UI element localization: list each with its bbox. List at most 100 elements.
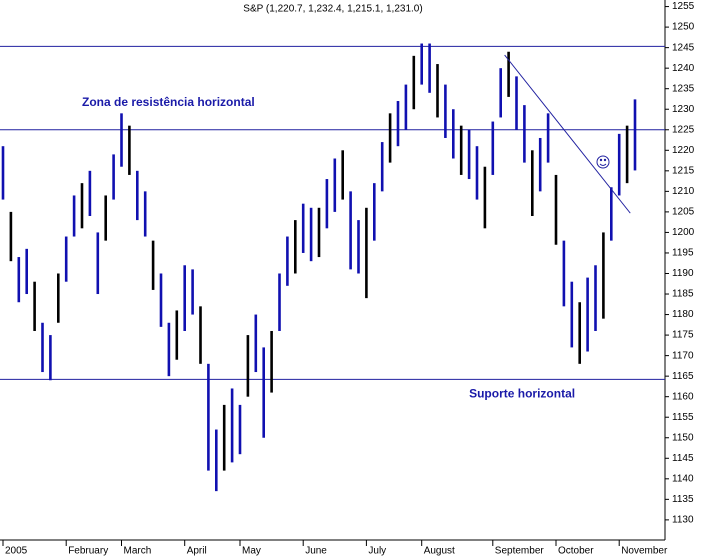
y-tick-label: 1180	[672, 309, 694, 320]
price-bar	[128, 125, 131, 175]
price-bar	[633, 99, 637, 171]
price-bar	[412, 55, 416, 110]
price-bar	[175, 310, 179, 360]
price-bar	[483, 166, 487, 229]
trend-line	[504, 54, 631, 214]
price-bar	[222, 404, 226, 471]
x-tick-label: 2005	[5, 546, 28, 556]
chart-title: S&P (1,220.7, 1,232.4, 1,215.1, 1,231.0)	[243, 4, 422, 15]
y-tick-label: 1235	[672, 83, 695, 94]
price-bar	[49, 335, 52, 381]
price-bar	[578, 302, 581, 364]
price-bar	[143, 191, 147, 237]
price-bar	[491, 121, 495, 175]
price-bar	[586, 277, 589, 352]
annotation: Zona de resistência horizontal	[82, 95, 255, 109]
price-bar	[309, 207, 313, 262]
x-tick-label: June	[305, 546, 327, 556]
y-tick-label: 1185	[672, 289, 694, 300]
price-bar	[301, 203, 305, 253]
price-bar	[159, 273, 163, 327]
price-bar	[286, 236, 289, 286]
price-bar	[349, 191, 352, 270]
y-tick-label: 1165	[672, 371, 694, 382]
price-bar	[88, 170, 92, 216]
x-tick-label: August	[424, 546, 455, 556]
price-bar	[80, 183, 84, 229]
price-bar	[120, 113, 123, 167]
price-bar	[373, 183, 376, 241]
price-bar	[507, 51, 510, 97]
price-bar	[191, 269, 194, 315]
price-bar	[96, 232, 100, 295]
y-tick-label: 1255	[672, 1, 695, 12]
price-bar	[151, 240, 155, 290]
price-bar	[238, 404, 242, 455]
y-tick-label: 1145	[672, 453, 694, 464]
y-tick-label: 1205	[672, 207, 695, 218]
price-bar	[215, 429, 218, 492]
price-bar	[333, 158, 337, 212]
y-tick-label: 1245	[672, 42, 695, 53]
y-tick-label: 1250	[672, 22, 695, 33]
x-tick-label: April	[187, 546, 207, 556]
price-bar	[602, 232, 605, 319]
price-bar	[64, 236, 68, 282]
price-bar	[270, 330, 273, 393]
price-bar	[254, 314, 258, 373]
price-bar	[444, 84, 447, 138]
price-bar	[420, 43, 423, 85]
price-bar	[183, 265, 186, 331]
x-tick-label: September	[495, 546, 545, 556]
price-bar	[325, 179, 329, 229]
y-tick-label: 1225	[672, 124, 695, 135]
price-bar	[625, 125, 629, 184]
price-bar	[136, 170, 139, 221]
price-bar	[246, 335, 250, 397]
price-bar	[388, 113, 392, 163]
y-tick-label: 1210	[672, 186, 695, 197]
price-bar	[25, 248, 28, 295]
price-bar	[617, 133, 621, 196]
y-tick-label: 1150	[672, 432, 694, 443]
price-bar	[428, 43, 431, 93]
price-bar	[459, 125, 463, 175]
smiley	[596, 155, 610, 169]
annotation: Suporte horizontal	[469, 386, 575, 400]
price-bar	[357, 220, 360, 274]
price-bar	[104, 195, 107, 241]
price-bar	[538, 137, 542, 192]
price-bar	[546, 113, 550, 163]
price-bar	[112, 154, 115, 200]
price-bar	[467, 129, 471, 180]
price-bar	[365, 207, 368, 299]
price-bar	[262, 347, 265, 438]
y-tick-label: 1220	[672, 145, 695, 156]
x-tick-label: July	[368, 546, 386, 556]
price-bar	[404, 84, 408, 130]
price-bar	[278, 273, 281, 331]
price-bar	[72, 195, 76, 237]
y-tick-label: 1175	[672, 330, 694, 341]
price-bar	[523, 105, 526, 163]
price-bar	[475, 146, 479, 200]
price-bar	[207, 363, 210, 471]
y-tick-label: 1215	[672, 165, 695, 176]
price-bar	[554, 174, 558, 245]
y-tick-label: 1140	[672, 473, 694, 484]
y-tick-label: 1160	[672, 391, 694, 402]
price-bar	[33, 281, 36, 331]
price-bar	[317, 207, 321, 258]
price-bar	[1, 146, 5, 200]
price-bar	[380, 142, 384, 192]
price-bar	[9, 211, 13, 262]
price-bar	[452, 109, 455, 159]
price-bar	[499, 68, 502, 118]
price-bar	[610, 187, 613, 241]
price-bar	[57, 273, 60, 323]
price-bar	[396, 101, 400, 147]
x-tick-label: March	[124, 546, 152, 556]
price-bar	[570, 281, 574, 348]
